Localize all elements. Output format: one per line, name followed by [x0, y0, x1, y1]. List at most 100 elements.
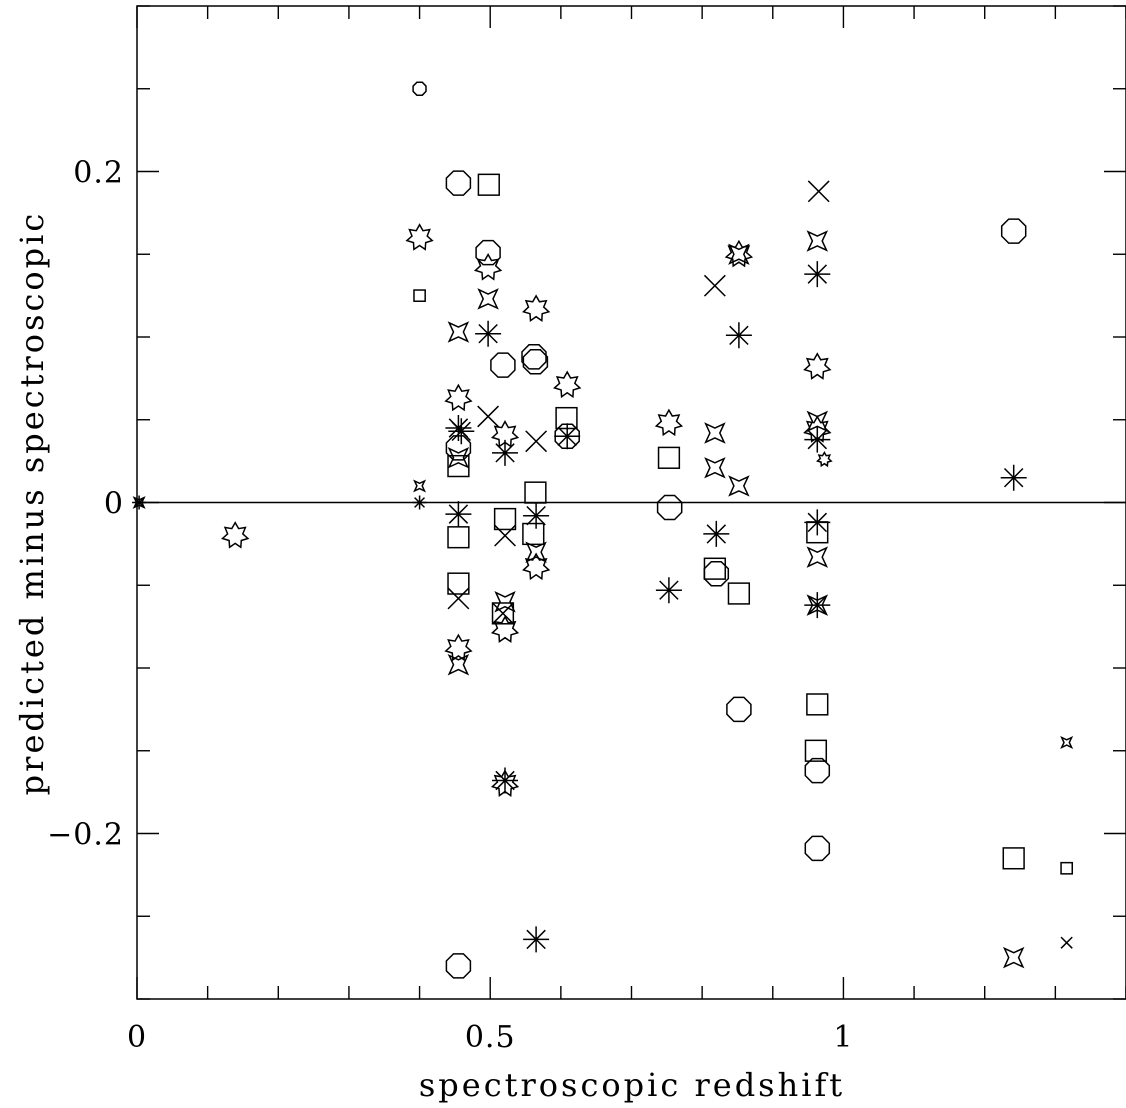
star-marker	[654, 408, 684, 437]
circle-marker	[475, 239, 501, 266]
square-marker	[522, 522, 545, 546]
four-point-star-marker	[494, 591, 516, 613]
square-marker	[491, 602, 515, 625]
x-marker	[807, 180, 830, 203]
star-marker	[816, 451, 833, 468]
asterisk-marker	[523, 502, 550, 529]
circle-marker	[445, 953, 472, 979]
asterisk-marker	[412, 495, 427, 510]
asterisk-marker	[554, 423, 581, 450]
circle-marker	[804, 835, 831, 862]
star-marker	[221, 521, 250, 549]
asterisk-marker	[804, 426, 831, 453]
star-marker	[724, 239, 754, 268]
star-marker	[490, 615, 520, 643]
y-axis-label: predicted minus spectroscopic	[13, 211, 51, 796]
x-tick-label: 0	[127, 1020, 147, 1055]
square-marker	[447, 526, 470, 549]
x-marker	[494, 524, 516, 547]
x-marker	[703, 274, 726, 297]
star-marker	[522, 294, 551, 322]
square-marker	[806, 693, 829, 716]
four-point-star-marker	[132, 496, 146, 509]
star-marker	[444, 633, 473, 662]
square-marker	[493, 507, 517, 531]
four-point-star-marker	[447, 447, 470, 469]
four-point-star-marker	[1060, 735, 1074, 749]
x-tick-label: 0.5	[465, 1020, 516, 1055]
circle-marker	[412, 81, 427, 96]
four-point-star-marker	[806, 230, 829, 252]
asterisk-marker	[448, 418, 475, 445]
square-marker	[477, 173, 500, 196]
star-marker	[803, 352, 832, 380]
circle-marker	[656, 494, 683, 521]
asterisk-marker	[655, 577, 682, 604]
asterisk-marker	[475, 320, 502, 347]
tick-labels: 0 0.5 1 −0.2 0 0.2	[47, 156, 853, 1056]
circle-marker	[804, 757, 831, 784]
asterisk-marker	[804, 592, 831, 619]
x-marker	[1060, 936, 1073, 949]
asterisk-marker	[703, 520, 730, 547]
square-marker	[703, 557, 727, 580]
asterisk-marker	[492, 767, 518, 794]
four-point-star-marker	[806, 410, 829, 433]
square-marker	[524, 481, 547, 504]
y-tick-label: 0	[104, 487, 124, 522]
square-marker	[1060, 861, 1074, 875]
square-marker	[657, 446, 681, 469]
square-marker	[447, 572, 470, 595]
square-marker	[1002, 847, 1025, 870]
four-point-star-marker	[704, 457, 726, 479]
asterisk-marker	[523, 926, 550, 953]
star-marker	[553, 370, 582, 399]
circle-marker	[1000, 218, 1027, 244]
x-marker	[477, 405, 500, 428]
four-point-star-marker	[806, 546, 829, 568]
x-marker	[447, 587, 470, 610]
x-marker	[491, 602, 514, 625]
asterisk-marker	[1000, 464, 1027, 491]
four-point-star-marker	[806, 594, 829, 616]
square-marker	[447, 454, 470, 478]
x-tick-label: 1	[833, 1020, 853, 1055]
four-point-star-marker	[447, 321, 470, 343]
asterisk-marker	[725, 322, 752, 349]
asterisk-marker	[492, 439, 518, 466]
square-marker	[804, 739, 828, 762]
square-marker	[413, 289, 426, 302]
four-point-star-marker	[728, 243, 750, 265]
star-marker	[803, 415, 832, 443]
circle-marker	[445, 435, 472, 461]
asterisk-marker	[804, 509, 831, 536]
y-tick-label: −0.2	[47, 818, 124, 853]
circle-marker	[522, 349, 549, 375]
asterisk-marker	[804, 261, 831, 288]
asterisk-marker	[445, 501, 472, 528]
star-marker	[490, 769, 520, 798]
star-marker	[490, 420, 520, 448]
circle-marker	[490, 352, 516, 378]
square-marker	[727, 582, 751, 605]
y-tick-label: 0.2	[73, 156, 124, 191]
four-point-star-marker	[413, 479, 427, 493]
four-point-star-marker	[447, 653, 470, 676]
circle-marker	[521, 344, 547, 370]
star-marker	[473, 252, 503, 281]
circle-marker	[445, 170, 472, 196]
circle-marker	[726, 696, 752, 723]
x-axis-label: spectroscopic redshift	[419, 1066, 845, 1104]
star-marker	[405, 223, 434, 251]
star-marker	[444, 383, 473, 412]
x-marker	[525, 430, 548, 453]
four-point-star-marker	[1002, 946, 1025, 969]
four-point-star-marker	[728, 475, 750, 497]
minor-ticks	[136, 5, 1126, 1000]
data-markers	[132, 81, 1074, 979]
four-point-star-marker	[704, 422, 726, 444]
four-point-star-marker	[477, 288, 499, 310]
four-point-star-marker	[525, 541, 547, 563]
asterisk-marker	[132, 495, 147, 510]
